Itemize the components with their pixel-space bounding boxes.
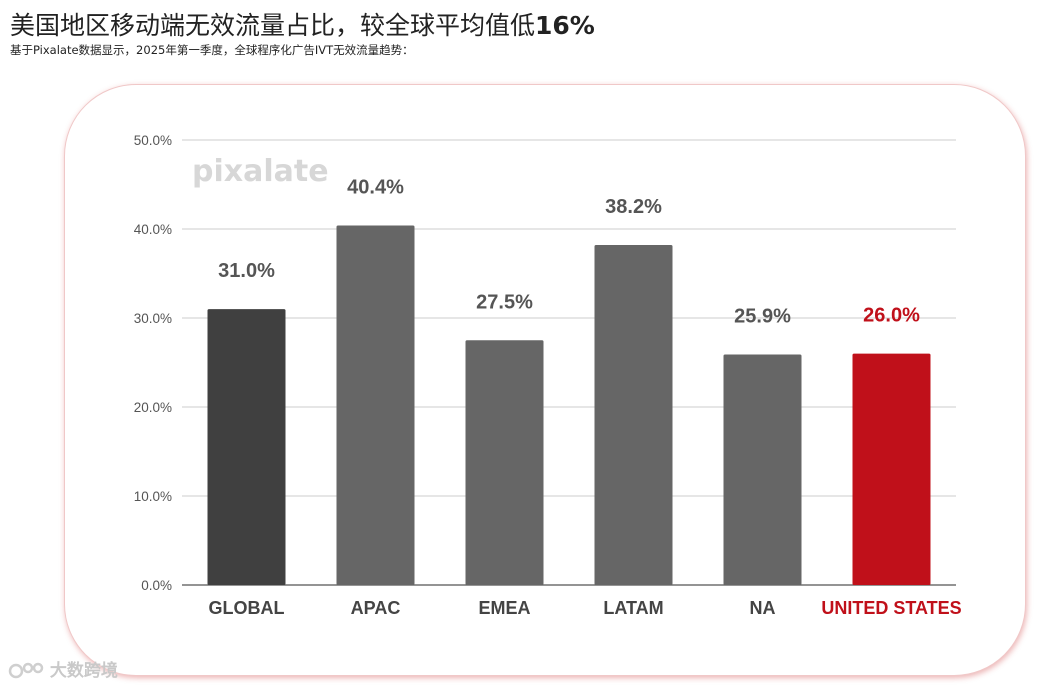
y-tick-label: 0.0% [141, 578, 172, 593]
data-label: 38.2% [605, 196, 662, 218]
page-title-highlight: 16% [535, 11, 595, 40]
bar-na [723, 354, 802, 585]
bar-latam [594, 245, 673, 585]
data-label: 27.5% [476, 291, 533, 313]
x-tick-label: LATAM [603, 598, 663, 618]
bar-united-states [852, 353, 931, 585]
y-tick-label: 20.0% [134, 400, 172, 415]
pixalate-watermark: pixalate [192, 154, 329, 189]
bar-apac [336, 225, 415, 585]
page-subtitle: 基于Pixalate数据显示，2025年第一季度，全球程序化广告IVT无效流量趋… [10, 43, 414, 57]
page-title: 美国地区移动端无效流量占比，较全球平均值低16% [10, 6, 595, 42]
footer-brand: 大数跨境 [8, 656, 118, 681]
footer-brand-text: 大数跨境 [49, 661, 118, 681]
x-tick-label: UNITED STATES [821, 598, 961, 618]
y-tick-label: 10.0% [134, 489, 172, 504]
data-label: 40.4% [347, 176, 404, 198]
x-tick-label: NA [750, 598, 776, 618]
y-tick-label: 50.0% [134, 133, 172, 148]
brand-logo-icon [8, 662, 44, 679]
bar-emea [465, 340, 544, 585]
page-title-text: 美国地区移动端无效流量占比，较全球平均值低 [10, 11, 536, 40]
y-tick-label: 40.0% [134, 222, 172, 237]
y-tick-label: 30.0% [134, 311, 172, 326]
x-tick-label: APAC [351, 598, 401, 618]
data-label: 25.9% [734, 305, 791, 327]
data-label: 26.0% [863, 305, 920, 327]
x-tick-label: GLOBAL [209, 598, 285, 618]
bar-global [207, 309, 286, 585]
data-label: 31.0% [218, 260, 275, 282]
x-tick-label: EMEA [478, 598, 530, 618]
